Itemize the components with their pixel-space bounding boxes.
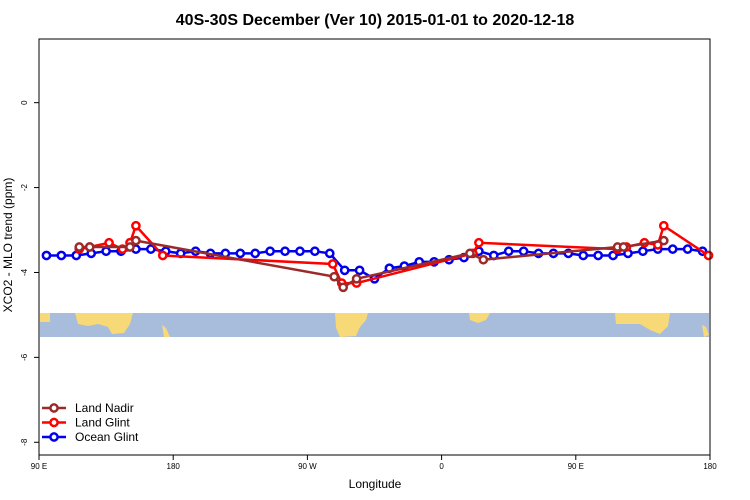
chart-title: 40S-30S December (Ver 10) 2015-01-01 to … (176, 12, 575, 29)
map-ocean (40, 313, 709, 337)
y-tick-label: -4 (20, 268, 29, 276)
ocean-glint-point (354, 265, 365, 276)
y-tick-label: -6 (20, 353, 29, 361)
x-tick-label: 90 E (568, 462, 584, 471)
land-glint-point (658, 220, 669, 231)
land-glint-point (703, 250, 714, 261)
land-glint-point (157, 250, 168, 261)
ocean-glint-point (324, 248, 335, 259)
map-strip (40, 313, 709, 337)
ocean-glint-point (518, 246, 529, 257)
ocean-glint-point (295, 246, 305, 257)
ocean-glint-point (101, 246, 111, 257)
land-nadir-point (618, 242, 629, 252)
land-glint-point (104, 237, 114, 248)
land-nadir-point (478, 254, 489, 265)
x-tick-label: 180 (167, 462, 181, 471)
land-glint-point (474, 237, 484, 248)
legend-label-land-nadir: Land Nadir (75, 401, 134, 415)
ocean-glint-point (235, 248, 246, 259)
ocean-glint-point (339, 265, 350, 276)
south-america-land (335, 313, 368, 337)
ocean-glint-point (41, 250, 52, 261)
y-tick-label: -8 (20, 438, 29, 446)
y-tick-label: -2 (20, 183, 29, 191)
ocean-glint-point (56, 250, 67, 261)
new-zealand-land-right (702, 325, 709, 337)
land-nadir-point (338, 282, 349, 293)
land-glint-point (131, 220, 141, 231)
legend-marker-ocean-glint (49, 432, 59, 442)
ocean-glint-point (682, 244, 693, 254)
legend-marker-land-glint (49, 417, 59, 428)
ocean-glint-point (280, 246, 290, 257)
ocean-glint-point (578, 250, 589, 261)
land-nadir-point (74, 242, 85, 252)
land-nadir-point (351, 273, 362, 284)
y-axis-label: XCO2 - MLO trend (ppm) (1, 178, 15, 313)
series-layer (41, 220, 714, 293)
australia-land-right (615, 313, 670, 334)
legend-label-ocean-glint: Ocean Glint (75, 430, 139, 444)
australia-land-left (40, 313, 50, 322)
land-nadir-point (84, 242, 95, 252)
ocean-glint-point (638, 246, 648, 257)
x-axis-label: Longitude (349, 477, 402, 491)
land-nadir-point (465, 248, 475, 259)
x-tick-label: 180 (703, 462, 717, 471)
plot-frame (38, 38, 711, 456)
land-nadir-point (131, 235, 141, 246)
land-nadir-point (329, 271, 340, 282)
land-nadir-point (125, 242, 135, 252)
ocean-glint-point (145, 244, 156, 254)
land-glint-point (327, 259, 338, 269)
x-tick-label: 90 E (31, 462, 47, 471)
y-tick-label: 0 (20, 100, 29, 105)
australia-land-left (75, 313, 133, 334)
ocean-glint-point (503, 246, 514, 257)
ocean-glint-point (310, 246, 320, 257)
new-zealand-land-left (162, 325, 170, 337)
y-axis: 0 -2 -4 -6 -8 (20, 100, 39, 446)
legend-marker-land-nadir (49, 403, 59, 413)
legend-label-land-glint: Land Glint (75, 416, 130, 430)
ocean-glint-point (608, 250, 618, 261)
x-axis: 90 E 180 90 W 0 90 E 180 (31, 455, 717, 471)
ocean-glint-point (250, 248, 261, 259)
africa-land (469, 313, 490, 323)
x-tick-label: 90 W (298, 462, 317, 471)
ocean-glint-point (667, 244, 678, 254)
land-nadir-point (658, 235, 669, 246)
x-tick-label: 0 (439, 462, 444, 471)
ocean-glint-point (265, 246, 275, 257)
ocean-glint-point (593, 250, 604, 261)
